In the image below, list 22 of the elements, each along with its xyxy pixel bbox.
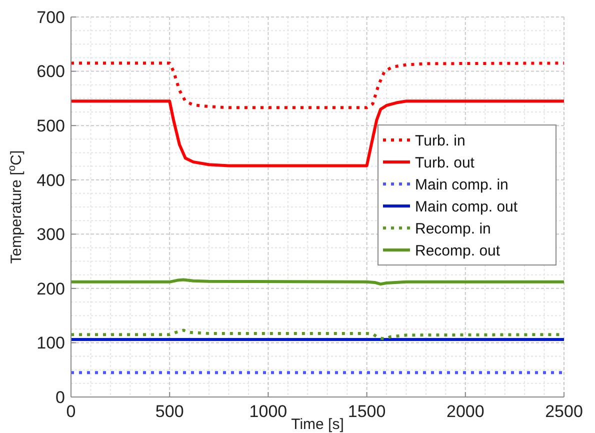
y-tick-label: 200 <box>36 279 65 298</box>
x-tick-label: 2000 <box>446 402 484 421</box>
legend-label: Turb. in <box>415 132 466 150</box>
legend-label: Recomp. in <box>415 220 491 238</box>
legend-label: Main comp. out <box>415 198 518 216</box>
line-series <box>70 100 566 168</box>
y-tick-label: 600 <box>36 62 65 82</box>
y-tick-label: 300 <box>36 225 65 244</box>
x-tick-label: 500 <box>155 402 184 421</box>
y-tick-label: 700 <box>36 8 65 27</box>
y-tick-label: 100 <box>36 334 65 353</box>
x-tick-label: 1500 <box>348 402 386 421</box>
legend-label: Main comp. in <box>415 176 508 194</box>
y-tick-label: 400 <box>36 170 65 190</box>
legend-label: Turb. out <box>415 154 476 172</box>
y-tick-label: 500 <box>36 116 65 136</box>
x-tick-label: 2500 <box>545 402 583 421</box>
x-tick-label: 1000 <box>249 402 288 421</box>
y-tick-label: 0 <box>56 388 65 407</box>
legend-label: Recomp. out <box>415 242 501 260</box>
x-axis-title: Time [s] <box>291 416 344 433</box>
line-series <box>70 62 566 110</box>
